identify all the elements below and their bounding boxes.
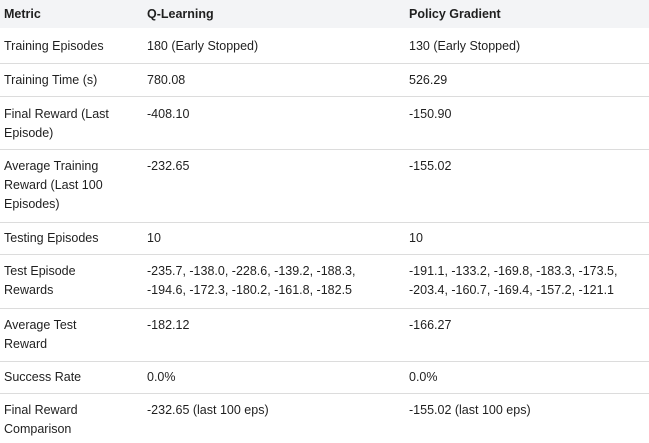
cell-line: Episode): [4, 126, 54, 140]
table-row: Test Episode Rewards -235.7, -138.0, -22…: [0, 255, 649, 309]
cell-line: 0.0%: [147, 370, 176, 384]
cell-line: 10: [409, 231, 423, 245]
cell-line: -194.6, -172.3, -180.2, -161.8, -182.5: [147, 283, 352, 297]
table-row: Average Test Reward -182.12 -166.27: [0, 309, 649, 362]
table-row: Testing Episodes 10 10: [0, 223, 649, 255]
cell-line: 0.0%: [409, 370, 438, 384]
cell-line: 526.29: [409, 73, 448, 87]
cell-line: -191.1, -133.2, -169.8, -183.3, -173.5,: [409, 264, 618, 278]
policy-gradient-cell: 10: [409, 229, 645, 248]
cell-line: Final Reward: [4, 403, 78, 417]
cell-line: -166.27: [409, 318, 452, 332]
cell-line: Success Rate: [4, 370, 82, 384]
cell-line: -408.10: [147, 107, 190, 121]
cell-line: -232.65: [147, 159, 190, 173]
cell-line: Comparison: [4, 422, 72, 436]
table-header-row: Metric Q-Learning Policy Gradient: [0, 0, 649, 28]
q-learning-cell: 10: [147, 229, 397, 248]
table-row: Training Time (s) 780.08 526.29: [0, 64, 649, 97]
cell-line: -182.12: [147, 318, 190, 332]
q-learning-cell: 180 (Early Stopped): [147, 37, 397, 56]
policy-gradient-cell: 130 (Early Stopped): [409, 37, 645, 56]
cell-line: -203.4, -160.7, -169.4, -157.2, -121.1: [409, 283, 614, 297]
cell-line: Average Test: [4, 318, 77, 332]
policy-gradient-cell: -155.02: [409, 157, 645, 176]
metric-cell: Final Reward Comparison: [4, 401, 136, 439]
cell-line: -235.7, -138.0, -228.6, -139.2, -188.3,: [147, 264, 356, 278]
table-row: Average Training Reward (Last 100 Episod…: [0, 150, 649, 223]
cell-line: Average Training: [4, 159, 99, 173]
cell-line: Episodes): [4, 197, 60, 211]
policy-gradient-cell: 0.0%: [409, 368, 645, 387]
metric-cell: Test Episode Rewards: [4, 262, 136, 300]
metric-cell: Training Episodes: [4, 37, 136, 56]
cell-line: -150.90: [409, 107, 452, 121]
metric-cell: Success Rate: [4, 368, 136, 387]
table-row: Final Reward Comparison -232.65 (last 10…: [0, 394, 649, 443]
cell-line: Test Episode: [4, 264, 76, 278]
q-learning-cell: 780.08: [147, 71, 397, 90]
metric-cell: Final Reward (Last Episode): [4, 105, 136, 143]
header-q-learning: Q-Learning: [147, 7, 214, 21]
cell-line: Final Reward (Last: [4, 107, 109, 121]
cell-line: Training Episodes: [4, 39, 104, 53]
metric-cell: Average Test Reward: [4, 316, 136, 354]
cell-line: 780.08: [147, 73, 186, 87]
q-learning-cell: -232.65 (last 100 eps): [147, 401, 397, 420]
cell-line: -232.65 (last 100 eps): [147, 403, 269, 417]
policy-gradient-cell: -155.02 (last 100 eps): [409, 401, 645, 420]
policy-gradient-cell: -191.1, -133.2, -169.8, -183.3, -173.5, …: [409, 262, 645, 300]
cell-line: Training Time (s): [4, 73, 98, 87]
q-learning-cell: 0.0%: [147, 368, 397, 387]
cell-line: Reward: [4, 337, 48, 351]
q-learning-cell: -182.12: [147, 316, 397, 335]
cell-line: -155.02: [409, 159, 452, 173]
cell-line: 130 (Early Stopped): [409, 39, 521, 53]
policy-gradient-cell: 526.29: [409, 71, 645, 90]
cell-line: Reward (Last 100: [4, 178, 103, 192]
policy-gradient-cell: -150.90: [409, 105, 645, 124]
table-row: Training Episodes 180 (Early Stopped) 13…: [0, 28, 649, 64]
cell-line: -155.02 (last 100 eps): [409, 403, 531, 417]
metric-cell: Average Training Reward (Last 100 Episod…: [4, 157, 136, 214]
cell-line: 10: [147, 231, 161, 245]
table-row: Final Reward (Last Episode) -408.10 -150…: [0, 97, 649, 150]
header-policy-gradient: Policy Gradient: [409, 7, 501, 21]
q-learning-cell: -232.65: [147, 157, 397, 176]
table-row: Success Rate 0.0% 0.0%: [0, 362, 649, 394]
metric-cell: Training Time (s): [4, 71, 136, 90]
cell-line: 180 (Early Stopped): [147, 39, 259, 53]
header-metric: Metric: [4, 7, 41, 21]
metric-cell: Testing Episodes: [4, 229, 136, 248]
policy-gradient-cell: -166.27: [409, 316, 645, 335]
cell-line: Testing Episodes: [4, 231, 99, 245]
q-learning-cell: -408.10: [147, 105, 397, 124]
cell-line: Rewards: [4, 283, 54, 297]
q-learning-cell: -235.7, -138.0, -228.6, -139.2, -188.3, …: [147, 262, 397, 300]
